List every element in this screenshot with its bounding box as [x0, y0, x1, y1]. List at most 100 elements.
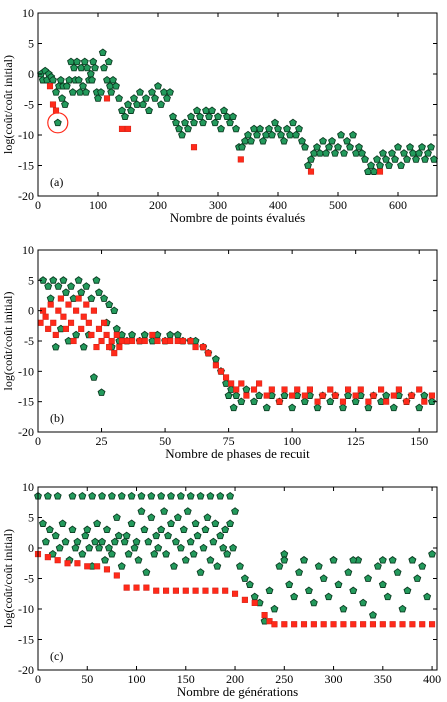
x-tick-label: 0: [35, 198, 41, 212]
data-point-green: [79, 342, 88, 351]
data-point-green: [339, 403, 347, 412]
data-point-green: [420, 391, 429, 399]
x-tick-label: 100: [89, 198, 107, 212]
data-point-green: [313, 143, 321, 151]
data-point-green: [58, 519, 67, 527]
data-point-green: [255, 391, 264, 399]
data-point-green: [145, 106, 153, 114]
data-point-green: [280, 556, 289, 564]
data-point-green: [295, 124, 303, 133]
data-point-red: [250, 386, 258, 393]
data-point-green: [242, 385, 251, 393]
data-point-green: [187, 112, 195, 121]
data-point-red: [300, 621, 308, 628]
data-point-red: [192, 344, 199, 351]
data-point-green: [423, 592, 432, 601]
data-point-green: [403, 586, 412, 595]
data-point-green: [313, 403, 322, 412]
data-point-green: [86, 69, 95, 78]
data-point-red: [55, 307, 62, 314]
data-point-red: [200, 344, 207, 351]
data-point-green: [97, 88, 105, 96]
data-point-green: [283, 124, 291, 133]
data-point-green: [226, 118, 234, 127]
data-point-green: [427, 397, 436, 406]
data-point-green: [383, 592, 392, 601]
data-point-green: [415, 149, 423, 157]
data-point-green: [430, 155, 438, 163]
data-point-red: [369, 621, 377, 628]
data-point-green: [397, 161, 405, 169]
data-point-green: [219, 543, 228, 552]
data-point-green: [58, 94, 66, 102]
data-point-red: [49, 101, 57, 108]
data-point-green: [376, 161, 384, 169]
data-point-green: [56, 75, 65, 84]
data-point-red: [187, 337, 194, 345]
data-point-red: [74, 560, 81, 567]
data-point-green: [112, 82, 120, 90]
data-point-green: [378, 580, 387, 588]
data-point-red: [128, 337, 136, 345]
data-point-green: [139, 100, 147, 108]
data-point-green: [226, 519, 235, 527]
data-point-green: [256, 124, 264, 133]
data-point-green: [290, 592, 299, 601]
data-point-red: [153, 587, 160, 594]
data-point-green: [418, 143, 426, 151]
data-point-green: [43, 491, 52, 500]
data-point-green: [268, 130, 276, 139]
data-point-green: [147, 513, 156, 521]
data-point-red: [103, 331, 110, 338]
data-point-green: [124, 549, 133, 558]
panel-b: 0 25 50 75 100 125 150 -20 -15 -10 -5 0 5 10 Nombre de…: [1, 243, 438, 461]
data-point-green: [72, 330, 81, 339]
data-point-green: [122, 531, 131, 540]
data-point-green: [213, 562, 222, 570]
data-point-green: [209, 537, 218, 546]
data-point-green: [105, 300, 114, 308]
data-point-green: [77, 288, 86, 296]
y-tick-label: -15: [18, 395, 34, 409]
data-point-red: [243, 392, 250, 399]
data-point-green: [127, 519, 136, 527]
data-point-green: [178, 130, 186, 139]
data-point-green: [211, 519, 220, 527]
data-point-green: [154, 82, 162, 90]
data-point-red: [190, 144, 198, 151]
data-point-green: [196, 491, 205, 500]
data-point-green: [181, 556, 190, 564]
data-point-green: [104, 57, 113, 66]
data-point-green: [124, 100, 132, 108]
data-point-green: [53, 491, 62, 500]
data-point-red: [332, 392, 339, 399]
data-point-green: [253, 130, 261, 139]
data-point-red: [103, 566, 111, 573]
data-point-green: [232, 391, 241, 399]
data-point-red: [65, 301, 72, 308]
y-tick-label: 10: [22, 480, 34, 494]
data-point-green: [170, 562, 178, 570]
data-point-green: [118, 106, 126, 114]
x-tick-label: 300: [209, 198, 227, 212]
data-point-green: [344, 568, 353, 576]
data-point-red: [306, 386, 313, 393]
data-point-red: [70, 337, 77, 345]
y-tick-label: -5: [24, 334, 34, 348]
data-point-green: [166, 88, 174, 96]
data-point-red: [409, 621, 416, 628]
axes-frame: [37, 12, 438, 197]
data-point-red: [95, 325, 103, 332]
data-point-green: [61, 537, 70, 546]
data-point-green: [398, 604, 407, 613]
data-point-red: [174, 337, 181, 345]
data-point-red: [291, 621, 298, 628]
data-point-red: [379, 621, 386, 628]
data-point-green: [137, 491, 146, 500]
data-point-red: [357, 386, 364, 393]
data-point-red: [399, 621, 406, 628]
data-point-red: [408, 392, 415, 399]
x-axis-label: Nombre de phases de recuit: [165, 446, 310, 461]
data-point-green: [103, 525, 111, 534]
